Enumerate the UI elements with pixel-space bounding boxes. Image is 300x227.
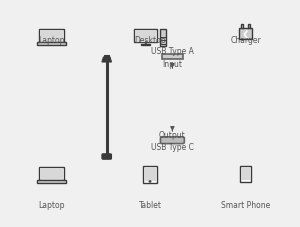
Text: Tablet: Tablet: [139, 200, 161, 209]
Text: Output: Output: [159, 130, 186, 139]
FancyBboxPatch shape: [102, 154, 112, 160]
Bar: [163, 56, 182, 59]
Bar: [162, 55, 183, 60]
Text: Laptop: Laptop: [38, 36, 65, 45]
Bar: [248, 25, 250, 29]
Bar: [240, 167, 251, 182]
Text: USB Type A: USB Type A: [151, 47, 194, 56]
Bar: [160, 30, 166, 47]
Bar: [39, 167, 64, 180]
Polygon shape: [102, 58, 112, 63]
Bar: [141, 44, 150, 46]
Text: Smart Phone: Smart Phone: [221, 200, 270, 209]
Bar: [104, 56, 110, 58]
Bar: [135, 31, 156, 42]
Bar: [40, 31, 63, 42]
Bar: [143, 167, 157, 183]
Bar: [242, 168, 250, 180]
Text: Desktop: Desktop: [134, 36, 166, 45]
Bar: [40, 168, 63, 179]
Text: Laptop: Laptop: [38, 200, 65, 209]
Text: USB Type C: USB Type C: [151, 142, 194, 151]
Bar: [242, 25, 244, 29]
Bar: [134, 30, 158, 43]
Bar: [239, 29, 252, 40]
FancyBboxPatch shape: [160, 137, 184, 144]
Bar: [144, 168, 156, 181]
Text: Charger: Charger: [230, 36, 261, 45]
Bar: [37, 180, 66, 183]
Bar: [37, 43, 66, 46]
Text: Input: Input: [162, 60, 182, 69]
Bar: [39, 30, 64, 43]
